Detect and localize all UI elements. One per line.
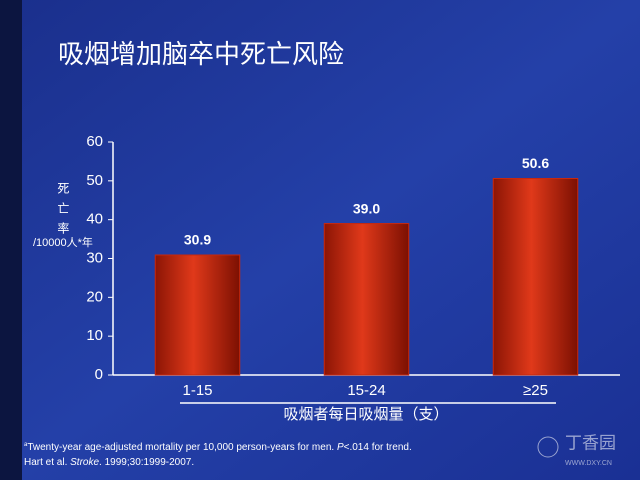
- watermark-url: WWW.DXY.CN: [565, 460, 612, 467]
- y-axis-unit: /10000人*年: [33, 235, 93, 249]
- citation-journal: Stroke: [70, 457, 99, 468]
- bar: [492, 178, 579, 376]
- watermark-icon: [537, 436, 559, 458]
- y-tick-label: 0: [95, 366, 103, 383]
- y-tick-label: 60: [86, 133, 103, 150]
- bar: [154, 254, 241, 376]
- value-label: 39.0: [353, 200, 380, 216]
- x-tick-label: ≥25: [523, 382, 548, 399]
- x-axis-label: 吸烟者每日吸烟量（支）: [283, 406, 448, 423]
- y-tick-label: 40: [86, 211, 103, 228]
- y-tick-label: 20: [86, 288, 103, 305]
- bar: [323, 223, 410, 376]
- watermark: 丁香园 WWW.DXY.CN: [537, 433, 616, 467]
- footnote-marker: a: [24, 442, 28, 448]
- watermark-name: 丁香园: [565, 433, 616, 452]
- y-tick-label: 10: [86, 327, 103, 344]
- chart-title: 吸烟增加脑卒中死亡风险: [58, 39, 344, 69]
- footnote-text: Twenty-year age-adjusted mortality per 1…: [27, 442, 337, 453]
- footnote-italic: P: [337, 442, 344, 453]
- y-axis-label: 死亡率: [56, 182, 70, 242]
- citation: Hart et al. Stroke. 1999;30:1999-2007.: [24, 457, 194, 468]
- left-strip: [0, 0, 22, 480]
- y-tick-label: 50: [86, 172, 103, 189]
- value-label: 30.9: [184, 232, 211, 248]
- x-tick-label: 1-15: [182, 382, 212, 399]
- value-label: 50.6: [522, 155, 549, 171]
- footnote-text: <.014 for trend.: [344, 442, 412, 453]
- y-tick-label: 30: [86, 249, 103, 266]
- citation-text: . 1999;30:1999-2007.: [99, 457, 194, 468]
- footnote: aTwenty-year age-adjusted mortality per …: [24, 442, 412, 453]
- x-tick-label: 15-24: [347, 382, 385, 399]
- citation-text: Hart et al.: [24, 457, 70, 468]
